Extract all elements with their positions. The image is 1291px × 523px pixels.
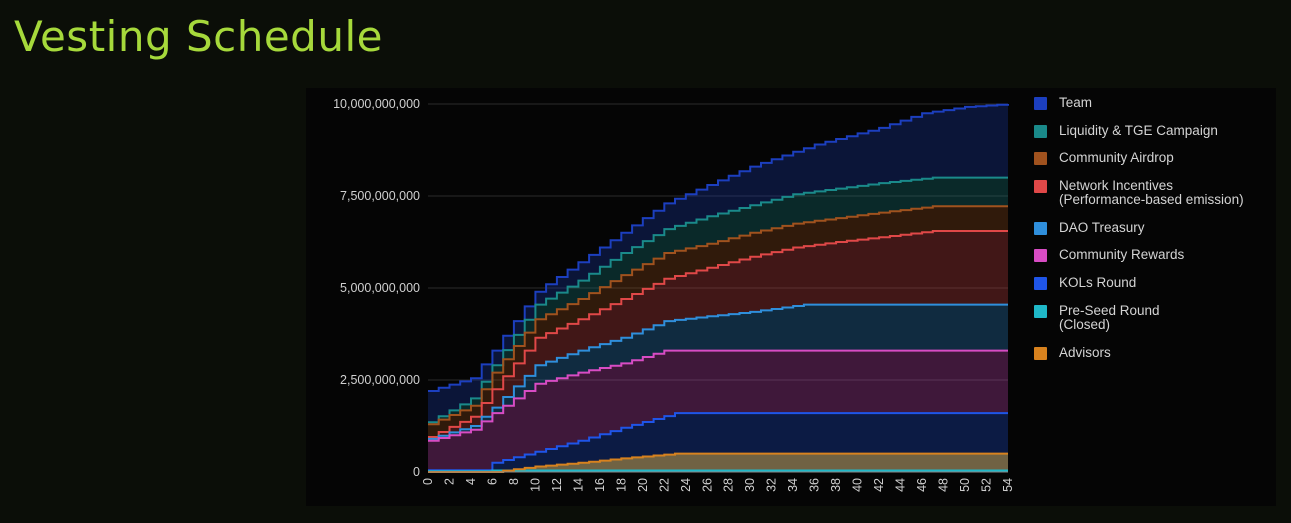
y-tick-label: 10,000,000,000 xyxy=(333,97,420,111)
x-tick-label: 4 xyxy=(464,478,478,485)
y-tick-label: 0 xyxy=(413,465,420,479)
x-tick-label: 18 xyxy=(614,478,628,492)
x-tick-label: 20 xyxy=(636,478,650,492)
x-tick-label: 22 xyxy=(657,478,671,492)
area-band xyxy=(428,304,1008,441)
x-tick-label: 40 xyxy=(851,478,865,492)
legend-item: Team xyxy=(1034,96,1274,110)
x-tick-label: 54 xyxy=(1001,478,1015,492)
legend-item: DAO Treasury xyxy=(1034,219,1274,235)
legend-swatch xyxy=(1034,152,1047,166)
vesting-area-chart: 0 2,500,000,000 5,000,000,000 7,500,000,000… xyxy=(333,97,1015,492)
x-tick-label: 10 xyxy=(528,478,542,492)
legend-label: DAO Treasury xyxy=(1059,219,1145,235)
legend-item: KOLs Round xyxy=(1034,275,1274,291)
legend-item: Community Rewards xyxy=(1034,247,1274,263)
legend-swatch xyxy=(1034,346,1047,360)
x-tick-label: 26 xyxy=(700,478,714,492)
x-tick-label: 32 xyxy=(765,478,779,492)
y-tick-label: 7,500,000,000 xyxy=(340,189,420,203)
x-tick-label: 30 xyxy=(743,478,757,492)
chart-legend: Team Liquidity & TGE Campaign Community Ai… xyxy=(1034,96,1274,373)
x-tick-label: 48 xyxy=(937,478,951,492)
x-tick-label: 12 xyxy=(550,478,564,492)
series-line xyxy=(428,205,1008,426)
series-line xyxy=(428,412,1008,472)
y-tick-label: 2,500,000,000 xyxy=(340,373,420,387)
x-tick-label: 34 xyxy=(786,478,800,492)
series-line xyxy=(428,452,1008,473)
legend-swatch xyxy=(1034,304,1047,318)
x-tick-label: 46 xyxy=(915,478,929,492)
area-band xyxy=(428,177,1008,425)
chart-panel: 0 2,500,000,000 5,000,000,000 7,500,000,000… xyxy=(306,88,1276,506)
x-tick-label: 50 xyxy=(958,478,972,492)
x-tick-label: 28 xyxy=(722,478,736,492)
x-tick-label: 0 xyxy=(421,478,435,485)
x-tick-label: 24 xyxy=(679,478,693,492)
legend-item: Advisors xyxy=(1034,344,1274,360)
x-tick-label: 44 xyxy=(894,478,908,492)
x-tick-label: 16 xyxy=(593,478,607,492)
legend-swatch xyxy=(1034,221,1047,235)
area-band xyxy=(428,413,1008,472)
area-band xyxy=(428,206,1008,437)
x-tick-label: 14 xyxy=(571,478,585,492)
legend-label: Pre-Seed Round (Closed) xyxy=(1059,302,1160,332)
area-band xyxy=(428,453,1008,472)
area-band xyxy=(428,350,1008,471)
legend-swatch xyxy=(1034,249,1047,263)
legend-label: Community Rewards xyxy=(1059,247,1185,263)
series-line xyxy=(428,176,1008,424)
legend-item: Community Airdrop xyxy=(1034,150,1274,166)
series-line xyxy=(428,230,1008,438)
y-tick-label: 5,000,000,000 xyxy=(340,281,420,295)
area-band xyxy=(428,104,1008,423)
legend-swatch xyxy=(1034,97,1047,110)
legend-swatch xyxy=(1034,124,1047,138)
legend-swatch xyxy=(1034,277,1047,291)
x-tick-label: 42 xyxy=(872,478,886,492)
page-title: Vesting Schedule xyxy=(14,12,383,61)
area-band xyxy=(428,453,1008,472)
legend-label: Team xyxy=(1059,95,1093,110)
area-band xyxy=(428,453,1008,472)
x-tick-label: 52 xyxy=(980,478,994,492)
x-tick-label: 6 xyxy=(485,478,499,485)
legend-swatch xyxy=(1034,180,1047,194)
x-tick-label: 8 xyxy=(507,478,521,485)
x-tick-label: 36 xyxy=(808,478,822,492)
legend-item: Pre-Seed Round (Closed) xyxy=(1034,302,1274,332)
x-tick-label: 38 xyxy=(829,478,843,492)
legend-label: KOLs Round xyxy=(1059,275,1137,291)
x-tick-label: 2 xyxy=(442,478,456,485)
legend-label: Advisors xyxy=(1059,344,1111,360)
area-band xyxy=(428,231,1008,439)
legend-item: Network Incentives (Performance-based emi… xyxy=(1034,179,1274,207)
series-line xyxy=(428,103,1009,392)
legend-label: Community Airdrop xyxy=(1059,150,1174,166)
series-line xyxy=(428,303,1008,440)
series-line xyxy=(428,349,1008,442)
legend-item: Liquidity & TGE Campaign xyxy=(1034,122,1274,138)
legend-label: Liquidity & TGE Campaign xyxy=(1059,122,1218,138)
series-line xyxy=(428,469,1008,473)
legend-label: Network Incentives (Performance-based emi… xyxy=(1059,178,1244,208)
